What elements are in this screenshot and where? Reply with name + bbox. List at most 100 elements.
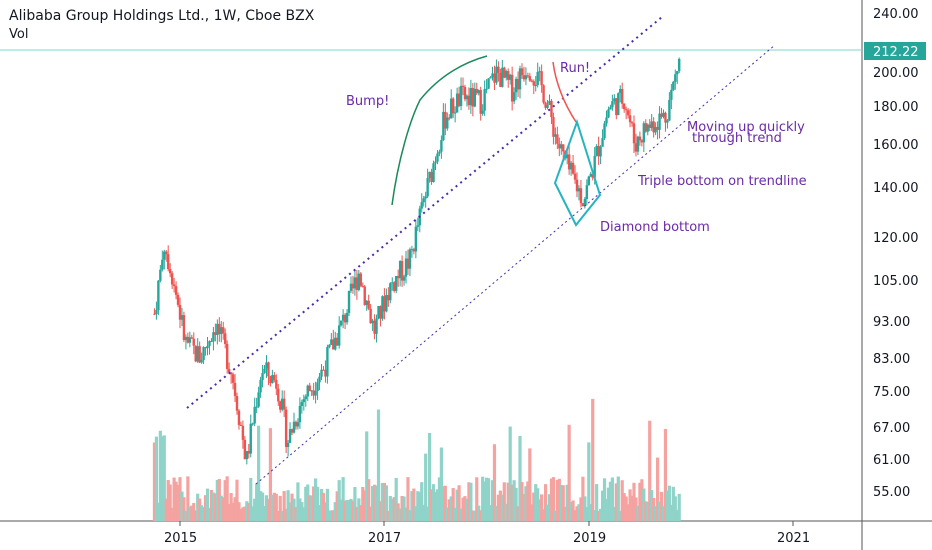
volume-bar	[665, 490, 670, 521]
candle-body	[261, 372, 264, 381]
candle-body	[599, 146, 602, 157]
volume-bar	[302, 507, 306, 521]
volume-bar	[532, 492, 536, 521]
volume-bar	[251, 506, 255, 521]
volume-bar	[406, 477, 410, 521]
volume-bars	[152, 398, 681, 521]
volume-bar	[661, 505, 666, 521]
candle-body	[611, 101, 614, 108]
volume-bar	[494, 505, 499, 521]
volume-bar	[286, 490, 290, 521]
volume-bar	[569, 501, 573, 521]
candle-body	[253, 406, 256, 424]
candle-body	[265, 362, 268, 369]
price-tick-75: 75.00	[873, 385, 910, 400]
volume-bar	[675, 509, 679, 521]
annotation-run: Run!	[560, 61, 590, 76]
candle-body	[363, 286, 366, 305]
volume-bar	[292, 498, 296, 521]
volume-bar	[504, 503, 508, 521]
candle-body	[212, 332, 215, 342]
chart-subtitle: Vol	[9, 27, 28, 42]
volume-bar	[168, 484, 172, 521]
volume-bar	[540, 494, 544, 521]
volume-bar	[545, 504, 550, 521]
candle-body	[288, 429, 292, 443]
candle-body	[540, 71, 543, 86]
candle-body	[577, 188, 581, 192]
volume-bar	[314, 478, 318, 521]
candle-body	[165, 251, 168, 255]
volume-bar	[300, 502, 304, 521]
time-axis[interactable]: 2015 2017 2019 2021	[164, 521, 810, 546]
candle-body	[233, 382, 237, 397]
volume-bar	[571, 500, 575, 521]
candle-body	[487, 78, 490, 89]
price-axis[interactable]: 240.00 212.22 200.00 180.00 160.00 140.0…	[864, 7, 926, 500]
volume-bar	[429, 489, 434, 521]
candle-body	[412, 249, 416, 252]
candle-body	[518, 68, 522, 90]
candle-body	[269, 376, 272, 384]
candle-body	[188, 337, 192, 343]
candle-body	[235, 396, 239, 411]
candle-body	[353, 277, 357, 289]
candle-body	[579, 188, 583, 204]
volume-bar	[534, 484, 538, 521]
candle-body	[198, 346, 201, 363]
candle-body	[304, 396, 307, 400]
candle-body	[404, 258, 408, 277]
candle-body	[410, 249, 414, 251]
volume-bar	[213, 493, 217, 521]
volume-bar	[327, 510, 331, 521]
candle-body	[394, 275, 398, 291]
candle-body	[365, 300, 368, 305]
candle-body	[664, 112, 667, 123]
price-tick-55: 55.00	[873, 485, 910, 500]
volume-bar	[184, 510, 188, 521]
volume-bar	[333, 502, 337, 521]
volume-bar	[217, 478, 221, 521]
candle-body	[339, 320, 343, 326]
candle-body	[361, 285, 364, 287]
volume-bar	[392, 497, 396, 521]
candle-body	[326, 347, 329, 377]
volume-bar	[325, 488, 330, 521]
candle-body	[170, 273, 174, 285]
volume-bar	[266, 498, 271, 521]
candle-body	[324, 369, 327, 377]
volume-bar	[498, 490, 502, 521]
candle-body	[565, 154, 569, 159]
candle-body	[554, 134, 557, 137]
candle-body	[345, 312, 349, 323]
lower-trendline	[255, 44, 776, 485]
volume-bar	[671, 486, 675, 521]
candle-body	[668, 99, 671, 121]
price-tick-105: 105.00	[873, 274, 919, 289]
candle-body	[306, 385, 309, 397]
candle-body	[408, 249, 412, 269]
volume-bar	[589, 503, 593, 521]
candle-body	[245, 451, 249, 460]
volume-bar	[600, 490, 605, 521]
price-tick-140: 140.00	[873, 181, 919, 196]
candle-body	[337, 325, 341, 346]
diamond-pattern	[553, 118, 602, 227]
volume-bar	[176, 484, 180, 521]
candle-body	[615, 98, 618, 116]
volume-bar	[345, 500, 349, 521]
candle-body	[422, 198, 425, 203]
volume-bar	[424, 453, 428, 521]
candle-body	[220, 327, 223, 335]
volume-bar	[530, 504, 534, 521]
volume-bar	[587, 442, 591, 521]
candle-body	[485, 88, 488, 90]
candle-body	[678, 58, 681, 72]
candle-body	[632, 123, 636, 144]
volume-bar	[186, 476, 190, 521]
candle-body	[672, 81, 675, 90]
volume-bar	[341, 477, 345, 521]
volume-bar	[479, 510, 483, 521]
candle-body	[622, 103, 626, 110]
volume-bar	[231, 502, 235, 521]
